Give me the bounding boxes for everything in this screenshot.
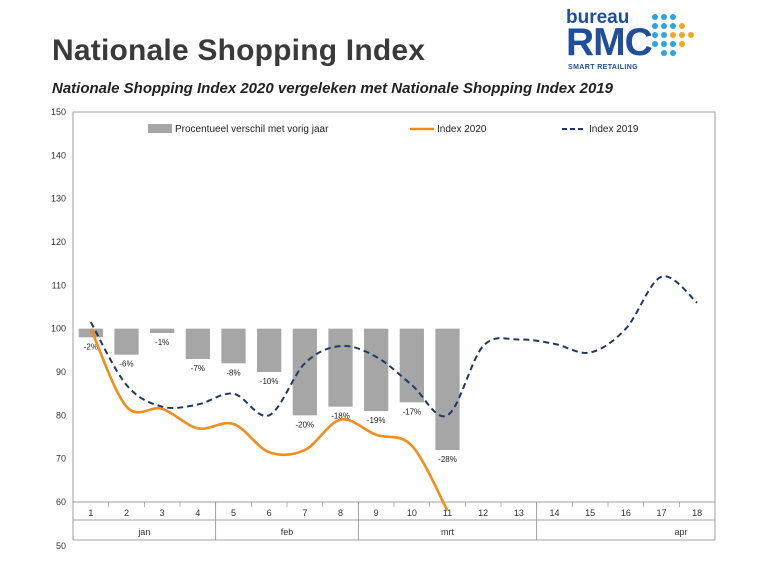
month-label: apr xyxy=(674,527,687,537)
logo-dot xyxy=(661,41,667,47)
line-index-2019 xyxy=(89,275,698,418)
logo-dot xyxy=(679,41,685,47)
line-index-2020 xyxy=(89,328,449,512)
bar-data-label: -8% xyxy=(226,368,240,377)
bar-percent-diff xyxy=(78,328,103,338)
y-tick-label: 60 xyxy=(56,497,66,507)
logo-dot xyxy=(661,23,667,29)
bar-data-label: -19% xyxy=(367,416,386,425)
y-tick-label: 90 xyxy=(56,367,66,377)
x-tick-label: 9 xyxy=(374,508,379,518)
x-tick-label: 12 xyxy=(478,508,488,518)
bar-data-label: -1% xyxy=(155,338,169,347)
bar-data-label: -28% xyxy=(438,455,457,464)
logo-dot xyxy=(670,50,676,56)
month-label: mrt xyxy=(441,527,454,537)
bar-data-label: -6% xyxy=(119,360,133,369)
chart-subtitle: Nationale Shopping Index 2020 vergeleken… xyxy=(52,80,613,97)
x-tick-label: 15 xyxy=(585,508,595,518)
logo-dot xyxy=(670,23,676,29)
x-tick-label: 4 xyxy=(195,508,200,518)
logo-dot xyxy=(652,23,658,29)
legend-label: Index 2019 xyxy=(589,124,639,135)
x-tick-label: 3 xyxy=(160,508,165,518)
x-tick-label: 1 xyxy=(88,508,93,518)
bar-data-label: -7% xyxy=(191,364,205,373)
x-tick-label: 8 xyxy=(338,508,343,518)
bar-data-label: -2% xyxy=(84,342,98,351)
x-tick-label: 13 xyxy=(514,508,524,518)
y-tick-label: 50 xyxy=(56,541,66,551)
logo-dot xyxy=(670,32,676,38)
legend-swatch-bars xyxy=(148,124,172,133)
x-tick-label: 7 xyxy=(302,508,307,518)
bar-data-label: -20% xyxy=(295,420,314,429)
bar-percent-diff xyxy=(150,328,175,333)
y-tick-label: 150 xyxy=(51,107,66,117)
y-tick-label: 100 xyxy=(51,324,66,334)
logo-top-text: bureau xyxy=(566,7,630,28)
x-tick-label: 16 xyxy=(621,508,631,518)
bar-data-label: -17% xyxy=(402,407,421,416)
bar-percent-diff xyxy=(292,328,317,416)
logo-dot xyxy=(652,41,658,47)
logo-dot xyxy=(670,14,676,20)
y-tick-label: 110 xyxy=(52,280,66,290)
plot-frame xyxy=(72,111,716,503)
y-tick-label: 70 xyxy=(56,454,66,464)
month-label: jan xyxy=(137,527,150,537)
bar-percent-diff xyxy=(221,328,246,364)
logo-dot xyxy=(679,23,685,29)
bar-percent-diff xyxy=(435,328,460,450)
y-tick-label: 140 xyxy=(51,150,66,160)
y-tick-label: 120 xyxy=(51,237,66,247)
bar-percent-diff xyxy=(185,328,210,359)
x-tick-label: 17 xyxy=(656,508,666,518)
x-tick-label: 10 xyxy=(407,508,417,518)
bar-percent-diff xyxy=(364,328,389,411)
x-tick-label: 11 xyxy=(443,508,452,518)
x-tick-label: 2 xyxy=(124,508,129,518)
logo-dot xyxy=(661,32,667,38)
page-title: Nationale Shopping Index xyxy=(52,34,426,67)
month-label: feb xyxy=(281,527,294,537)
bar-percent-diff xyxy=(114,328,139,355)
logo-dot xyxy=(652,14,658,20)
logo-dot xyxy=(679,32,685,38)
logo-dot xyxy=(688,32,694,38)
x-tick-label: 6 xyxy=(267,508,272,518)
logo-dot xyxy=(661,14,667,20)
x-tick-label: 5 xyxy=(231,508,236,518)
bar-data-label: -10% xyxy=(260,377,279,386)
y-tick-label: 130 xyxy=(51,194,66,204)
logo-dot xyxy=(652,32,658,38)
x-tick-label: 18 xyxy=(692,508,702,518)
bureau-rmc-logo: bureau RMC SMART RETAILING xyxy=(566,8,716,76)
bar-data-label: -18% xyxy=(331,412,350,421)
bar-percent-diff xyxy=(328,328,353,407)
bar-percent-diff xyxy=(257,328,282,372)
x-tick-label: 14 xyxy=(549,508,559,518)
logo-dot xyxy=(661,50,667,56)
legend-label: Procentueel verschil met vorig jaar xyxy=(175,124,329,135)
y-tick-label: 80 xyxy=(56,410,66,420)
logo-dot xyxy=(670,41,676,47)
legend-label: Index 2020 xyxy=(437,124,487,135)
logo-tagline: SMART RETAILING xyxy=(568,64,639,71)
bar-percent-diff xyxy=(399,328,424,403)
logo-main-text: RMC xyxy=(566,21,653,64)
